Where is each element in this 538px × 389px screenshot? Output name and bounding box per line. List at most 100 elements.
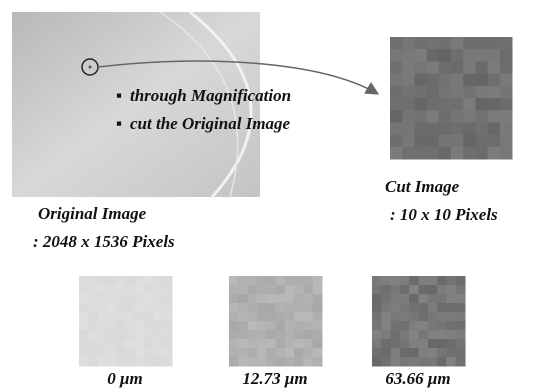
pixel	[163, 312, 173, 322]
pixel	[400, 321, 410, 331]
pixel	[439, 61, 452, 74]
pixel	[107, 357, 117, 367]
cut-image	[390, 37, 513, 160]
pixel	[126, 294, 136, 304]
pixel	[381, 276, 391, 286]
pixel	[303, 321, 313, 331]
pixel	[419, 294, 429, 304]
pixel	[229, 330, 239, 340]
pixel	[427, 37, 440, 50]
pixel	[303, 294, 313, 304]
pixel	[294, 276, 304, 286]
pixel	[437, 339, 447, 349]
pixel	[390, 49, 403, 62]
pixel	[313, 348, 323, 358]
sample-label: 63.66 μm	[385, 369, 450, 388]
pixel	[163, 348, 173, 358]
pixel	[276, 312, 286, 322]
pixel	[446, 348, 456, 358]
pixel	[500, 49, 513, 62]
pixel	[294, 339, 304, 349]
pixel	[248, 276, 258, 286]
pixel	[313, 330, 323, 340]
pixel	[488, 61, 501, 74]
pixel	[257, 321, 267, 331]
pixel	[500, 98, 513, 111]
pixel	[456, 357, 466, 367]
pixel	[409, 330, 419, 340]
step-text: cut the Original Image	[130, 114, 291, 133]
pixel	[135, 303, 145, 313]
pixel	[257, 339, 267, 349]
pixel	[98, 285, 108, 295]
pixel	[446, 321, 456, 331]
pixel	[266, 276, 276, 286]
sample-label: 12.73 μm	[242, 369, 307, 388]
pixel	[463, 135, 476, 148]
pixel	[266, 303, 276, 313]
pixel	[163, 303, 173, 313]
pixel	[390, 74, 403, 87]
pixel	[248, 348, 258, 358]
pixel	[98, 312, 108, 322]
pixel	[285, 339, 295, 349]
pixel	[456, 348, 466, 358]
pixel	[276, 276, 286, 286]
pixel	[475, 135, 488, 148]
pixel	[500, 86, 513, 99]
pixel	[391, 276, 401, 286]
pixel	[107, 303, 117, 313]
pixel	[79, 348, 89, 358]
pixel	[488, 86, 501, 99]
pixel	[428, 348, 438, 358]
pixel	[402, 110, 415, 123]
pixel	[372, 312, 382, 322]
pixel	[400, 285, 410, 295]
pixel	[126, 312, 136, 322]
pixel	[381, 303, 391, 313]
pixel	[266, 294, 276, 304]
pixel	[391, 294, 401, 304]
pixel	[313, 312, 323, 322]
pixel	[79, 330, 89, 340]
pixel	[414, 135, 427, 148]
pixel	[98, 348, 108, 358]
pixel	[248, 285, 258, 295]
pixel	[313, 357, 323, 367]
pixel	[488, 74, 501, 87]
pixel	[475, 122, 488, 135]
pixel	[144, 294, 154, 304]
pixel	[463, 122, 476, 135]
pixel	[257, 330, 267, 340]
pixel	[456, 303, 466, 313]
pixel	[414, 37, 427, 50]
pixel	[451, 74, 464, 87]
pixel	[391, 330, 401, 340]
pixel	[463, 98, 476, 111]
pixel	[285, 312, 295, 322]
original-size: : 2048 x 1536 Pixels	[33, 232, 175, 251]
pixel	[488, 37, 501, 50]
pixel	[381, 312, 391, 322]
pixel	[238, 321, 248, 331]
pixel	[402, 135, 415, 148]
pixel	[391, 321, 401, 331]
pixel	[475, 37, 488, 50]
pixel	[303, 330, 313, 340]
pixel	[400, 339, 410, 349]
pixel	[437, 321, 447, 331]
sample-image	[79, 276, 173, 367]
pixel	[248, 303, 258, 313]
pixel	[135, 339, 145, 349]
pixel	[451, 135, 464, 148]
pixel	[391, 339, 401, 349]
pixel	[372, 285, 382, 295]
pixel	[88, 339, 98, 349]
pixel	[402, 86, 415, 99]
pixel	[126, 303, 136, 313]
pixel	[390, 110, 403, 123]
pixel	[427, 110, 440, 123]
pixel	[153, 276, 163, 286]
pixel	[294, 285, 304, 295]
pixel	[419, 321, 429, 331]
